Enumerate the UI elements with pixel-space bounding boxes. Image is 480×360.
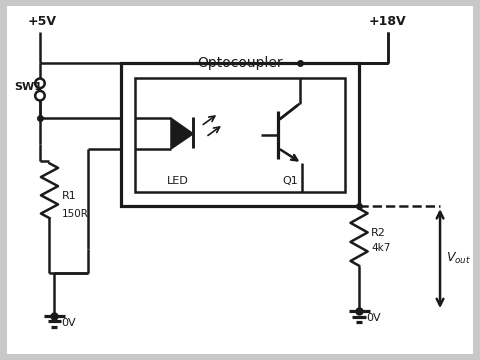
Text: Optocoupler: Optocoupler	[197, 57, 283, 71]
Text: R1: R1	[61, 191, 76, 201]
Text: 4k7: 4k7	[371, 243, 390, 253]
Text: 0V: 0V	[366, 313, 381, 323]
Text: R2: R2	[371, 228, 386, 238]
FancyBboxPatch shape	[7, 6, 473, 354]
Text: 0V: 0V	[61, 318, 76, 328]
Text: +18V: +18V	[369, 15, 406, 28]
Bar	[121, 63, 359, 206]
Text: LED: LED	[167, 176, 189, 186]
Polygon shape	[171, 118, 193, 149]
Text: Q1: Q1	[282, 176, 298, 186]
Text: +5V: +5V	[28, 15, 57, 28]
Text: $V_{out}$: $V_{out}$	[446, 251, 471, 266]
Bar	[135, 78, 345, 192]
Text: 150R: 150R	[61, 208, 88, 219]
Text: SW1: SW1	[14, 82, 42, 92]
